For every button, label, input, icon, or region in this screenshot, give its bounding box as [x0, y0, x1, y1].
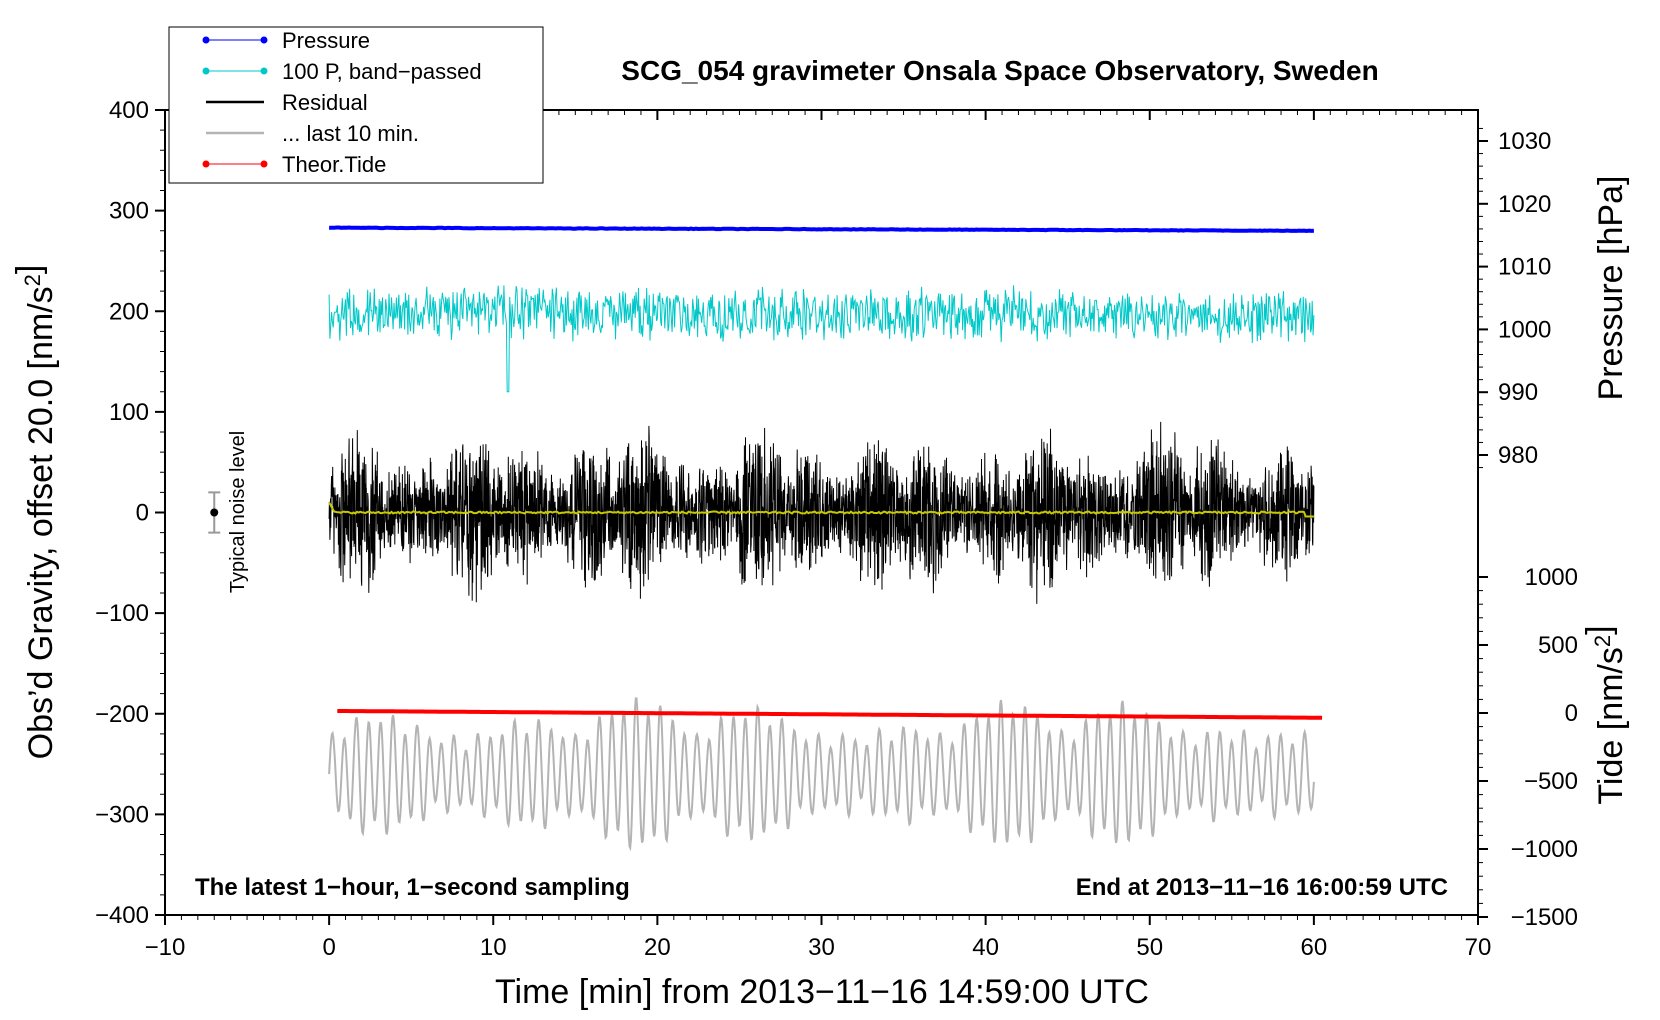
- x-tick-label: 30: [808, 934, 835, 961]
- legend-marker: [202, 36, 210, 44]
- y-tick-label: −200: [95, 701, 149, 728]
- x-tick-label: −10: [145, 934, 186, 961]
- x-tick-label: 40: [972, 934, 999, 961]
- pressure-tick-label: 990: [1498, 379, 1538, 406]
- tide-tick-label: −500: [1524, 768, 1578, 795]
- x-axis-label: Time [min] from 2013−11−16 14:59:00 UTC: [495, 973, 1149, 1011]
- tide-tick-label: −1000: [1511, 836, 1578, 863]
- y-tick-label: 0: [136, 500, 149, 527]
- x-tick-label: 60: [1301, 934, 1328, 961]
- y-axis-label-pressure: Pressure [hPa]: [1592, 176, 1630, 401]
- legend-marker: [260, 160, 268, 168]
- y-tick-label: 400: [109, 97, 149, 124]
- pressure-tick-label: 1000: [1498, 316, 1551, 343]
- legend-entry: ... last 10 min.: [206, 121, 419, 146]
- end-time-note: End at 2013−11−16 16:00:59 UTC: [1076, 874, 1448, 901]
- tide-tick-label: 1000: [1525, 564, 1578, 591]
- y-tick-label: 200: [109, 298, 149, 325]
- pressure-tick-label: 1010: [1498, 254, 1551, 281]
- legend-entry: Theor.Tide: [202, 152, 386, 177]
- y-tick-label: −400: [95, 902, 149, 929]
- x-tick-label: 20: [644, 934, 671, 961]
- legend-label: Pressure: [282, 28, 370, 53]
- legend: Pressure 100 P, band−passed Residual ... la…: [168, 26, 544, 184]
- noise-level-label: Typical noise level: [227, 431, 249, 593]
- x-tick-label: 50: [1136, 934, 1163, 961]
- legend-label: Residual: [282, 90, 368, 115]
- legend-box: [168, 26, 544, 184]
- y-tick-label: 300: [109, 198, 149, 225]
- y-tick-label: −100: [95, 600, 149, 627]
- noise-bar-dot: [210, 508, 219, 517]
- y-axis-label-tide: Tide [nm/s2]: [1580, 625, 1630, 804]
- legend-entry: Residual: [206, 90, 368, 115]
- legend-label: ... last 10 min.: [282, 121, 419, 146]
- tide-tick-label: 0: [1565, 700, 1578, 727]
- legend-marker: [202, 160, 210, 168]
- pressure-tick-label: 1030: [1498, 128, 1551, 155]
- legend-label: 100 P, band−passed: [282, 59, 482, 84]
- legend-marker: [260, 36, 268, 44]
- series-theoretical-tide: [337, 709, 1323, 720]
- legend-label: Theor.Tide: [282, 152, 386, 177]
- series-pressure: [329, 225, 1314, 234]
- y-tick-label: −300: [95, 801, 149, 828]
- pressure-tick-label: 1020: [1498, 191, 1551, 218]
- x-tick-label: 70: [1465, 934, 1492, 961]
- x-tick-label: 10: [480, 934, 507, 961]
- legend-marker: [202, 67, 210, 75]
- tide-tick-label: 500: [1538, 632, 1578, 659]
- x-tick-label: 0: [322, 934, 335, 961]
- series-smoothed-residual: [328, 501, 1314, 518]
- series-last-10-min: [328, 697, 1315, 852]
- legend-entry: Pressure: [202, 28, 370, 53]
- series-layer: [328, 225, 1323, 852]
- legend-marker: [260, 67, 268, 75]
- y-axis-label-left: Obs’d Gravity, offset 20.0 [nm/s2]: [10, 265, 60, 760]
- series-band-passed-pressure: [328, 285, 1315, 393]
- sampling-note: The latest 1−hour, 1−second sampling: [195, 874, 630, 901]
- tide-tick-label: −1500: [1511, 904, 1578, 931]
- pressure-tick-label: 980: [1498, 442, 1538, 469]
- y-tick-label: 100: [109, 399, 149, 426]
- legend-entry: 100 P, band−passed: [202, 59, 482, 84]
- series-residual: [328, 421, 1315, 604]
- ticks-layer: −10 0 10 20 30 40 50 60 704003002001000−100−200−…: [95, 97, 1578, 961]
- chart-title: SCG_054 gravimeter Onsala Space Observat…: [621, 55, 1378, 86]
- noise-level-bar: [208, 491, 221, 534]
